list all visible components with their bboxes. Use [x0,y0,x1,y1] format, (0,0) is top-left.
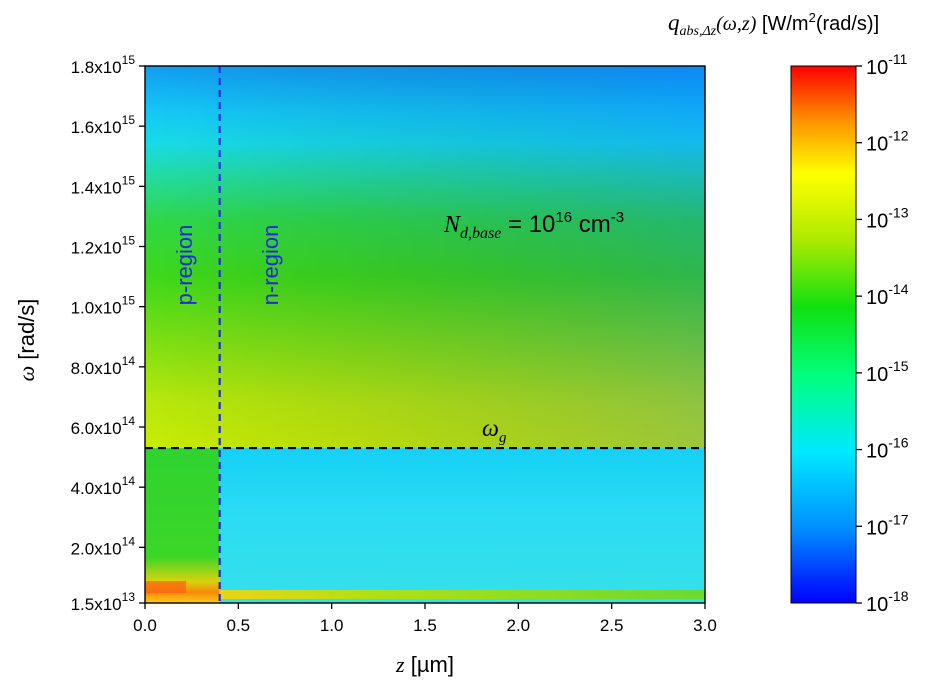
n-region-below-gap [219,448,705,603]
x-tick-label: 2.5 [600,616,624,635]
y-tick-label: 2.0x1014 [71,534,136,558]
y-tick-label: 1.0x1015 [71,294,136,318]
colorbar-tick-label: 10-12 [866,128,909,156]
p-region-hotspot [145,581,187,593]
colorbar-tick-label: 10-15 [866,358,909,386]
x-tick-label: 2.0 [507,616,531,635]
y-tick-label: 1.5x1013 [71,590,136,614]
p-region-label: p-region [172,225,197,306]
x-tick-label: 1.5 [413,616,437,635]
doping-label: Nd,base = 1016 cm-3 [443,209,624,242]
n-region-label: n-region [258,225,283,306]
colorbar-ticks: 10-11 10-12 10-13 10-14 10-15 10-16 10-17 10-18 [856,51,909,616]
y-tick-label: 1.8x1015 [71,53,136,77]
colorbar-tick-label: 10-11 [866,51,908,79]
x-tick-label: 0.5 [227,616,251,635]
annotations: p-region n-region ωg Nd,base = 1016 cm-3 [172,209,624,446]
y-tick-label: 6.0x1014 [71,414,136,438]
y-tick-label: 1.6x1015 [71,113,136,137]
colorbar [790,65,857,604]
colorbar-gradient [790,65,857,604]
y-tick-label: 4.0x1014 [71,474,136,498]
colorbar-title: qabs,Δz(ω,z) [W/m2(rad/s)] [668,10,879,39]
colorbar-tick-label: 10-13 [866,204,909,232]
x-tick-label: 0.0 [133,616,157,635]
omega-g-label: ωg [482,416,507,446]
y-tick-label: 1.2x1015 [71,234,136,258]
colorbar-tick-label: 10-16 [866,435,909,463]
y-tick-label: 1.4x1015 [71,173,136,197]
colorbar-tick-label: 10-14 [866,281,909,309]
y-tick-label: 8.0x1014 [71,354,136,378]
y-axis-label: ω [rad/s] [14,299,39,382]
x-axis-label: z [µm] [395,652,454,677]
x-tick-label: 3.0 [693,616,717,635]
n-region-low-freq-strip [219,590,705,599]
colorbar-tick-label: 10-17 [866,511,909,539]
x-tick-label: 1.0 [320,616,344,635]
y-axis: 1.5x1013 2.0x1014 4.0x1014 6.0x1014 8.0x1014… [71,53,145,614]
region-above-gap-shade [145,66,705,449]
x-axis: 0.0 0.5 1.0 1.5 2.0 2.5 3.0 [133,603,717,635]
heatmap-area [145,66,705,603]
colorbar-tick-label: 10-18 [866,588,909,616]
p-region-below-gap [145,448,220,603]
